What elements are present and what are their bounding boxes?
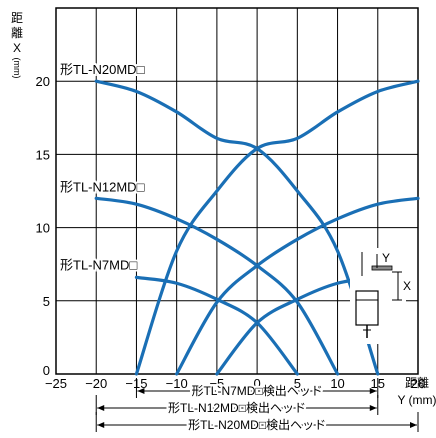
range-label: 形TL-N20MD□検出ヘッド [188,418,326,432]
y-tick-label: 15 [36,147,50,162]
inset-label-y: Y [382,251,390,265]
x-axis-label: 距離 [405,376,429,390]
range-arrow-right [369,405,377,411]
range-arrow-left [137,388,145,394]
y-tick-label: 0 [43,363,50,378]
y-axis-label: X [13,41,21,55]
series-curve [94,79,380,376]
x-tick-label: 0 [253,376,260,391]
target-plate [371,265,393,271]
x-tick-label: 10 [330,376,344,391]
x-tick-label: −25 [45,376,67,391]
x-tick-label: −5 [209,376,224,391]
range-label: 形TL-N7MD□検出ヘッド [191,384,322,398]
range-arrow-left [97,405,105,411]
x-axis-unit: Y (mm) [397,393,436,407]
series-label: 形TL-N20MD□ [60,62,145,77]
series-label: 形TL-N7MD□ [60,257,137,272]
series-curve [94,196,340,376]
series-curve [134,275,299,376]
x-tick-label: 5 [294,376,301,391]
sensor-diagram: YX [350,248,411,344]
x-tick-label: −10 [166,376,188,391]
range-arrow-left [97,422,105,428]
y-axis-label: 距 [11,11,23,25]
range-arrow-right [369,388,377,394]
y-tick-label: 10 [36,221,50,236]
inset-label-x: X [403,279,411,293]
range-arrow-right [410,422,417,428]
x-tick-label: −20 [85,376,107,391]
sensor-head [355,290,379,326]
series-curve [175,196,420,376]
range-label: 形TL-N12MD□検出ヘッド [168,401,306,415]
series-curve [134,79,420,376]
series-curve [215,275,380,376]
y-tick-label: 5 [43,294,50,309]
y-tick-label: 20 [36,74,50,89]
series-label: 形TL-N12MD□ [60,179,145,194]
y-axis-unit: (mm) [12,58,22,79]
y-axis-label: 離 [11,26,23,40]
x-tick-label: 20 [411,376,425,391]
